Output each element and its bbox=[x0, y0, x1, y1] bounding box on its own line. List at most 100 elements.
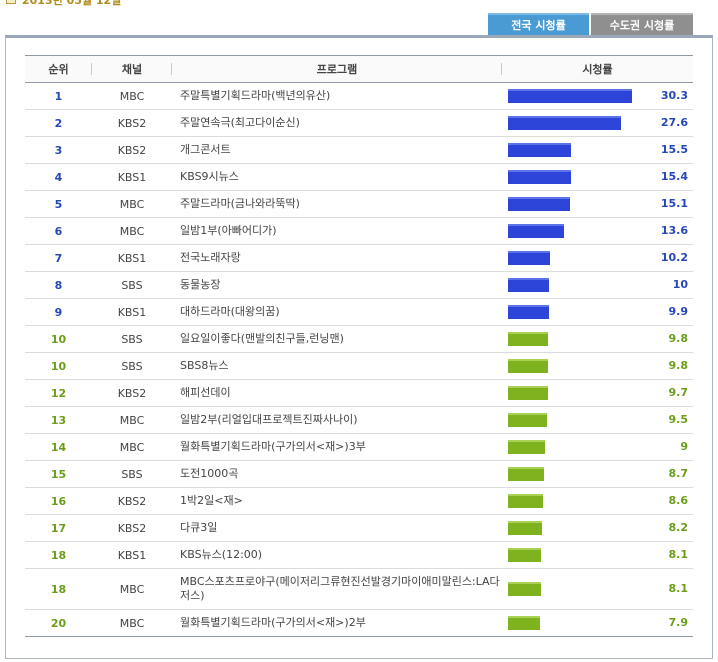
program-cell: KBS뉴스(12:00) bbox=[172, 541, 502, 569]
rating-bar bbox=[508, 251, 550, 265]
table-row: 12 KBS2 해피선데이 9.7 bbox=[25, 379, 693, 407]
table-row: 15 SBS 도전1000곡 8.7 bbox=[25, 460, 693, 488]
channel-cell: KBS2 bbox=[92, 109, 172, 137]
channel-cell: KBS1 bbox=[92, 163, 172, 191]
rating-value: 7.9 bbox=[668, 616, 689, 629]
rank-cell: 12 bbox=[25, 379, 92, 407]
rating-cell: 8.2 bbox=[502, 514, 693, 542]
tab-national-rating[interactable]: 전국 시청률 bbox=[488, 13, 589, 35]
rating-bar bbox=[508, 224, 564, 238]
rank-cell: 15 bbox=[25, 460, 92, 488]
rating-bar bbox=[508, 548, 541, 562]
rating-value: 9.5 bbox=[668, 413, 689, 426]
rating-cell: 10.2 bbox=[502, 244, 693, 272]
table-row: 16 KBS2 1박2일<재> 8.6 bbox=[25, 487, 693, 515]
rating-cell: 15.1 bbox=[502, 190, 693, 218]
column-header-channel: 채널 bbox=[92, 55, 172, 83]
program-cell: 주말연속극(최고다이순신) bbox=[172, 109, 502, 137]
rating-cell: 15.5 bbox=[502, 136, 693, 164]
rating-value: 8.2 bbox=[668, 521, 689, 534]
program-cell: 주말특별기획드라마(백년의유산) bbox=[172, 82, 502, 110]
rating-bar bbox=[508, 521, 542, 535]
program-cell: 일요일이좋다(맨발의친구들,런닝맨) bbox=[172, 325, 502, 353]
rating-cell: 9 bbox=[502, 433, 693, 461]
rating-value: 13.6 bbox=[660, 224, 688, 237]
program-cell: 전국노래자랑 bbox=[172, 244, 502, 272]
rating-cell: 10 bbox=[502, 271, 693, 299]
rating-bar bbox=[508, 332, 548, 346]
channel-cell: SBS bbox=[92, 460, 172, 488]
channel-cell: KBS2 bbox=[92, 136, 172, 164]
program-cell: 해피선데이 bbox=[172, 379, 502, 407]
rating-bar bbox=[508, 143, 571, 157]
rank-cell: 1 bbox=[25, 82, 92, 110]
rank-cell: 18 bbox=[25, 568, 92, 610]
rating-value: 8.7 bbox=[668, 467, 689, 480]
ratings-table-body: 1 MBC 주말특별기획드라마(백년의유산) 30.3 2 KBS2 주말연속극(최고다이순… bbox=[25, 82, 693, 637]
rating-cell: 27.6 bbox=[502, 109, 693, 137]
rating-value: 8.6 bbox=[668, 494, 689, 507]
table-row: 2 KBS2 주말연속극(최고다이순신) 27.6 bbox=[25, 109, 693, 137]
rating-bar bbox=[508, 89, 632, 103]
table-row: 17 KBS2 다큐3일 8.2 bbox=[25, 514, 693, 542]
table-row: 1 MBC 주말특별기획드라마(백년의유산) 30.3 bbox=[25, 82, 693, 110]
rating-bar bbox=[508, 386, 548, 400]
channel-cell: KBS2 bbox=[92, 379, 172, 407]
rating-cell: 9.8 bbox=[502, 352, 693, 380]
rank-cell: 6 bbox=[25, 217, 92, 245]
rating-cell: 8.1 bbox=[502, 541, 693, 569]
channel-cell: KBS1 bbox=[92, 541, 172, 569]
channel-cell: KBS1 bbox=[92, 298, 172, 326]
rank-cell: 16 bbox=[25, 487, 92, 515]
rating-bar bbox=[508, 413, 547, 427]
calendar-icon bbox=[6, 0, 16, 4]
rating-value: 9.8 bbox=[668, 332, 689, 345]
rating-cell: 15.4 bbox=[502, 163, 693, 191]
channel-cell: SBS bbox=[92, 325, 172, 353]
rank-cell: 4 bbox=[25, 163, 92, 191]
ratings-table: 순위 채널 프로그램 시청률 1 MBC 주말특별기획드라마(백년의유산) 30.3 2… bbox=[25, 55, 693, 637]
table-row: 13 MBC 일밤2부(리얼입대프로젝트진짜사나이) 9.5 bbox=[25, 406, 693, 434]
column-header-rank: 순위 bbox=[25, 55, 92, 83]
program-cell: KBS9시뉴스 bbox=[172, 163, 502, 191]
rank-cell: 13 bbox=[25, 406, 92, 434]
rank-cell: 18 bbox=[25, 541, 92, 569]
rating-bar bbox=[508, 359, 548, 373]
program-cell: 일밤1부(아빠어디가) bbox=[172, 217, 502, 245]
rating-bar bbox=[508, 305, 549, 319]
rating-value: 15.1 bbox=[660, 197, 688, 210]
column-header-rating: 시청률 bbox=[502, 55, 693, 83]
rating-cell: 9.7 bbox=[502, 379, 693, 407]
rank-cell: 2 bbox=[25, 109, 92, 137]
table-row: 18 KBS1 KBS뉴스(12:00) 8.1 bbox=[25, 541, 693, 569]
program-cell: 주말드라마(금나와라뚝딱) bbox=[172, 190, 502, 218]
channel-cell: KBS1 bbox=[92, 244, 172, 272]
rating-value: 8.1 bbox=[668, 548, 689, 561]
table-row: 18 MBC MBC스포츠프로야구(메이저리그류현진선발경기마이애미말린스:LA다저… bbox=[25, 568, 693, 610]
rating-value: 9.7 bbox=[668, 386, 689, 399]
program-cell: 도전1000곡 bbox=[172, 460, 502, 488]
table-row: 8 SBS 동물농장 10 bbox=[25, 271, 693, 299]
channel-cell: MBC bbox=[92, 406, 172, 434]
rating-value: 8.1 bbox=[668, 582, 689, 595]
rating-value: 9 bbox=[680, 440, 688, 453]
table-row: 9 KBS1 대하드라마(대왕의꿈) 9.9 bbox=[25, 298, 693, 326]
rating-tabs: 전국 시청률 수도권 시청률 bbox=[488, 13, 693, 35]
program-cell: MBC스포츠프로야구(메이저리그류현진선발경기마이애미말린스:LA다저스) bbox=[172, 568, 502, 610]
rating-value: 27.6 bbox=[660, 116, 688, 129]
rating-value: 30.3 bbox=[660, 89, 688, 102]
rating-cell: 8.6 bbox=[502, 487, 693, 515]
date-header: 2013년 05월 12일 bbox=[0, 0, 718, 10]
program-cell: 월화특별기획드라마(구가의서<재>)2부 bbox=[172, 609, 502, 637]
table-row: 14 MBC 월화특별기획드라마(구가의서<재>)3부 9 bbox=[25, 433, 693, 461]
program-cell: 다큐3일 bbox=[172, 514, 502, 542]
rating-value: 15.5 bbox=[660, 143, 688, 156]
channel-cell: MBC bbox=[92, 217, 172, 245]
table-header-row: 순위 채널 프로그램 시청률 bbox=[25, 55, 693, 83]
tab-capital-rating[interactable]: 수도권 시청률 bbox=[591, 13, 693, 35]
rating-bar bbox=[508, 616, 540, 630]
table-row: 10 SBS 일요일이좋다(맨발의친구들,런닝맨) 9.8 bbox=[25, 325, 693, 353]
rating-bar bbox=[508, 467, 544, 481]
rating-bar bbox=[508, 440, 545, 454]
column-header-program: 프로그램 bbox=[172, 55, 502, 83]
